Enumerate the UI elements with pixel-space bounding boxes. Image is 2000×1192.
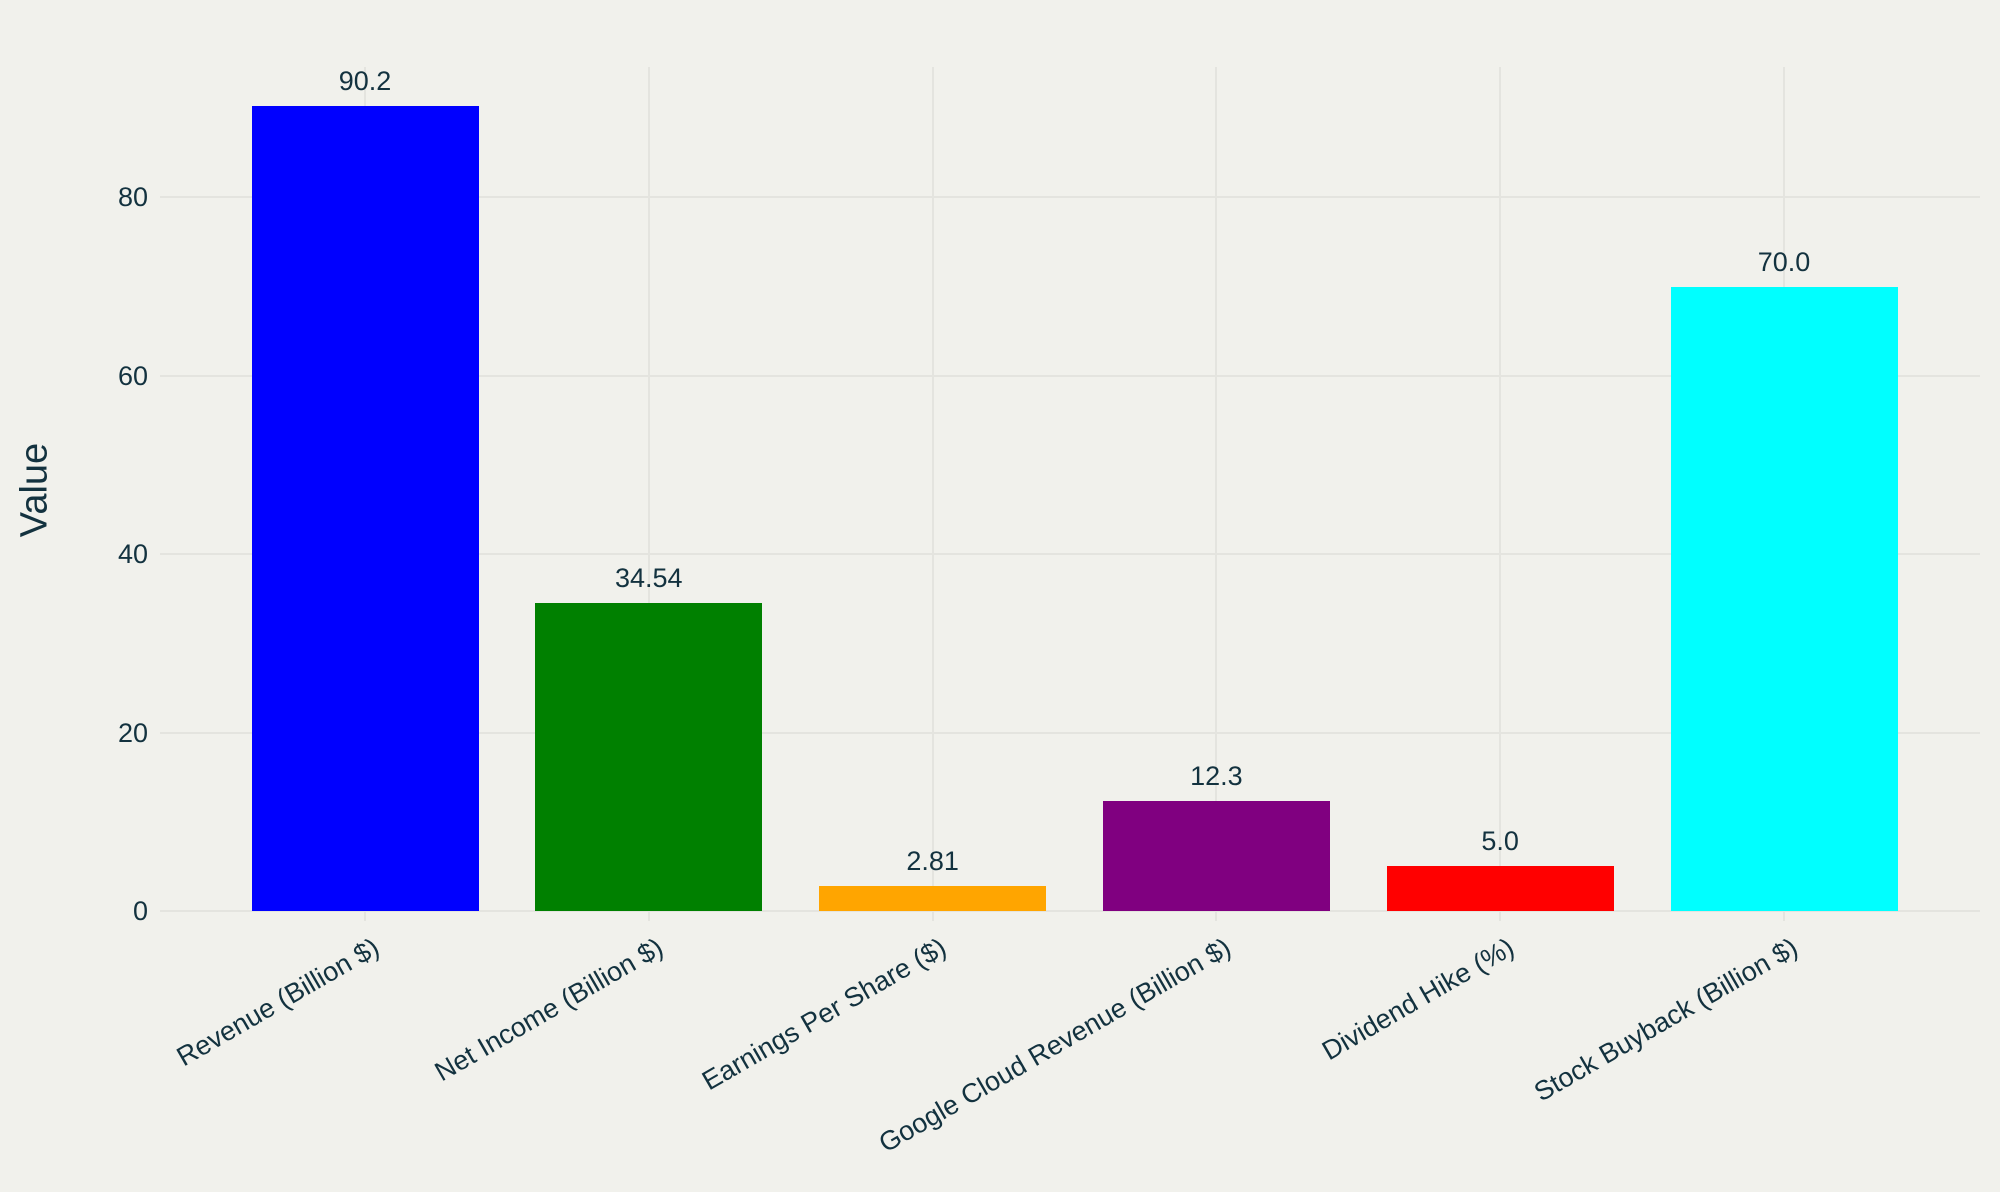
v-gridline bbox=[1215, 67, 1218, 921]
bar[interactable] bbox=[819, 885, 1047, 911]
bar[interactable] bbox=[251, 106, 479, 911]
bar[interactable] bbox=[535, 602, 763, 911]
v-gridline bbox=[647, 67, 650, 921]
h-gridline bbox=[160, 731, 1980, 734]
y-tick-label: 20 bbox=[117, 717, 148, 748]
bar-value-label: 5.0 bbox=[1481, 826, 1519, 857]
bar-value-label: 34.54 bbox=[615, 562, 683, 593]
bar-value-label: 90.2 bbox=[338, 66, 392, 97]
y-tick-label: 0 bbox=[132, 896, 148, 926]
h-gridline bbox=[160, 374, 1980, 377]
x-tick-label: Stock Buyback (Billion $) bbox=[1529, 932, 1803, 1108]
bar-value-label: 2.81 bbox=[906, 845, 959, 876]
bar[interactable] bbox=[1386, 866, 1614, 911]
x-tick-label: Net Income (Billion $) bbox=[429, 932, 668, 1088]
y-axis-title: Value bbox=[13, 442, 56, 538]
y-tick-label: 40 bbox=[117, 539, 148, 570]
bar[interactable] bbox=[1102, 801, 1330, 911]
bar-value-label: 12.3 bbox=[1190, 761, 1243, 792]
h-gridline bbox=[160, 553, 1980, 556]
bar-value-label: 70.0 bbox=[1757, 246, 1811, 277]
v-gridline bbox=[1499, 67, 1502, 921]
x-tick-label: Revenue (Billion $) bbox=[171, 932, 384, 1073]
h-gridline bbox=[160, 910, 1980, 912]
x-tick-label: Dividend Hike (%) bbox=[1317, 932, 1520, 1067]
bar[interactable] bbox=[1670, 286, 1898, 911]
y-tick-label: 60 bbox=[117, 360, 148, 391]
h-gridline bbox=[160, 196, 1980, 199]
v-gridline bbox=[931, 67, 934, 921]
y-tick-label: 80 bbox=[117, 182, 148, 213]
x-tick-label: Earnings Per Share ($) bbox=[697, 932, 952, 1097]
